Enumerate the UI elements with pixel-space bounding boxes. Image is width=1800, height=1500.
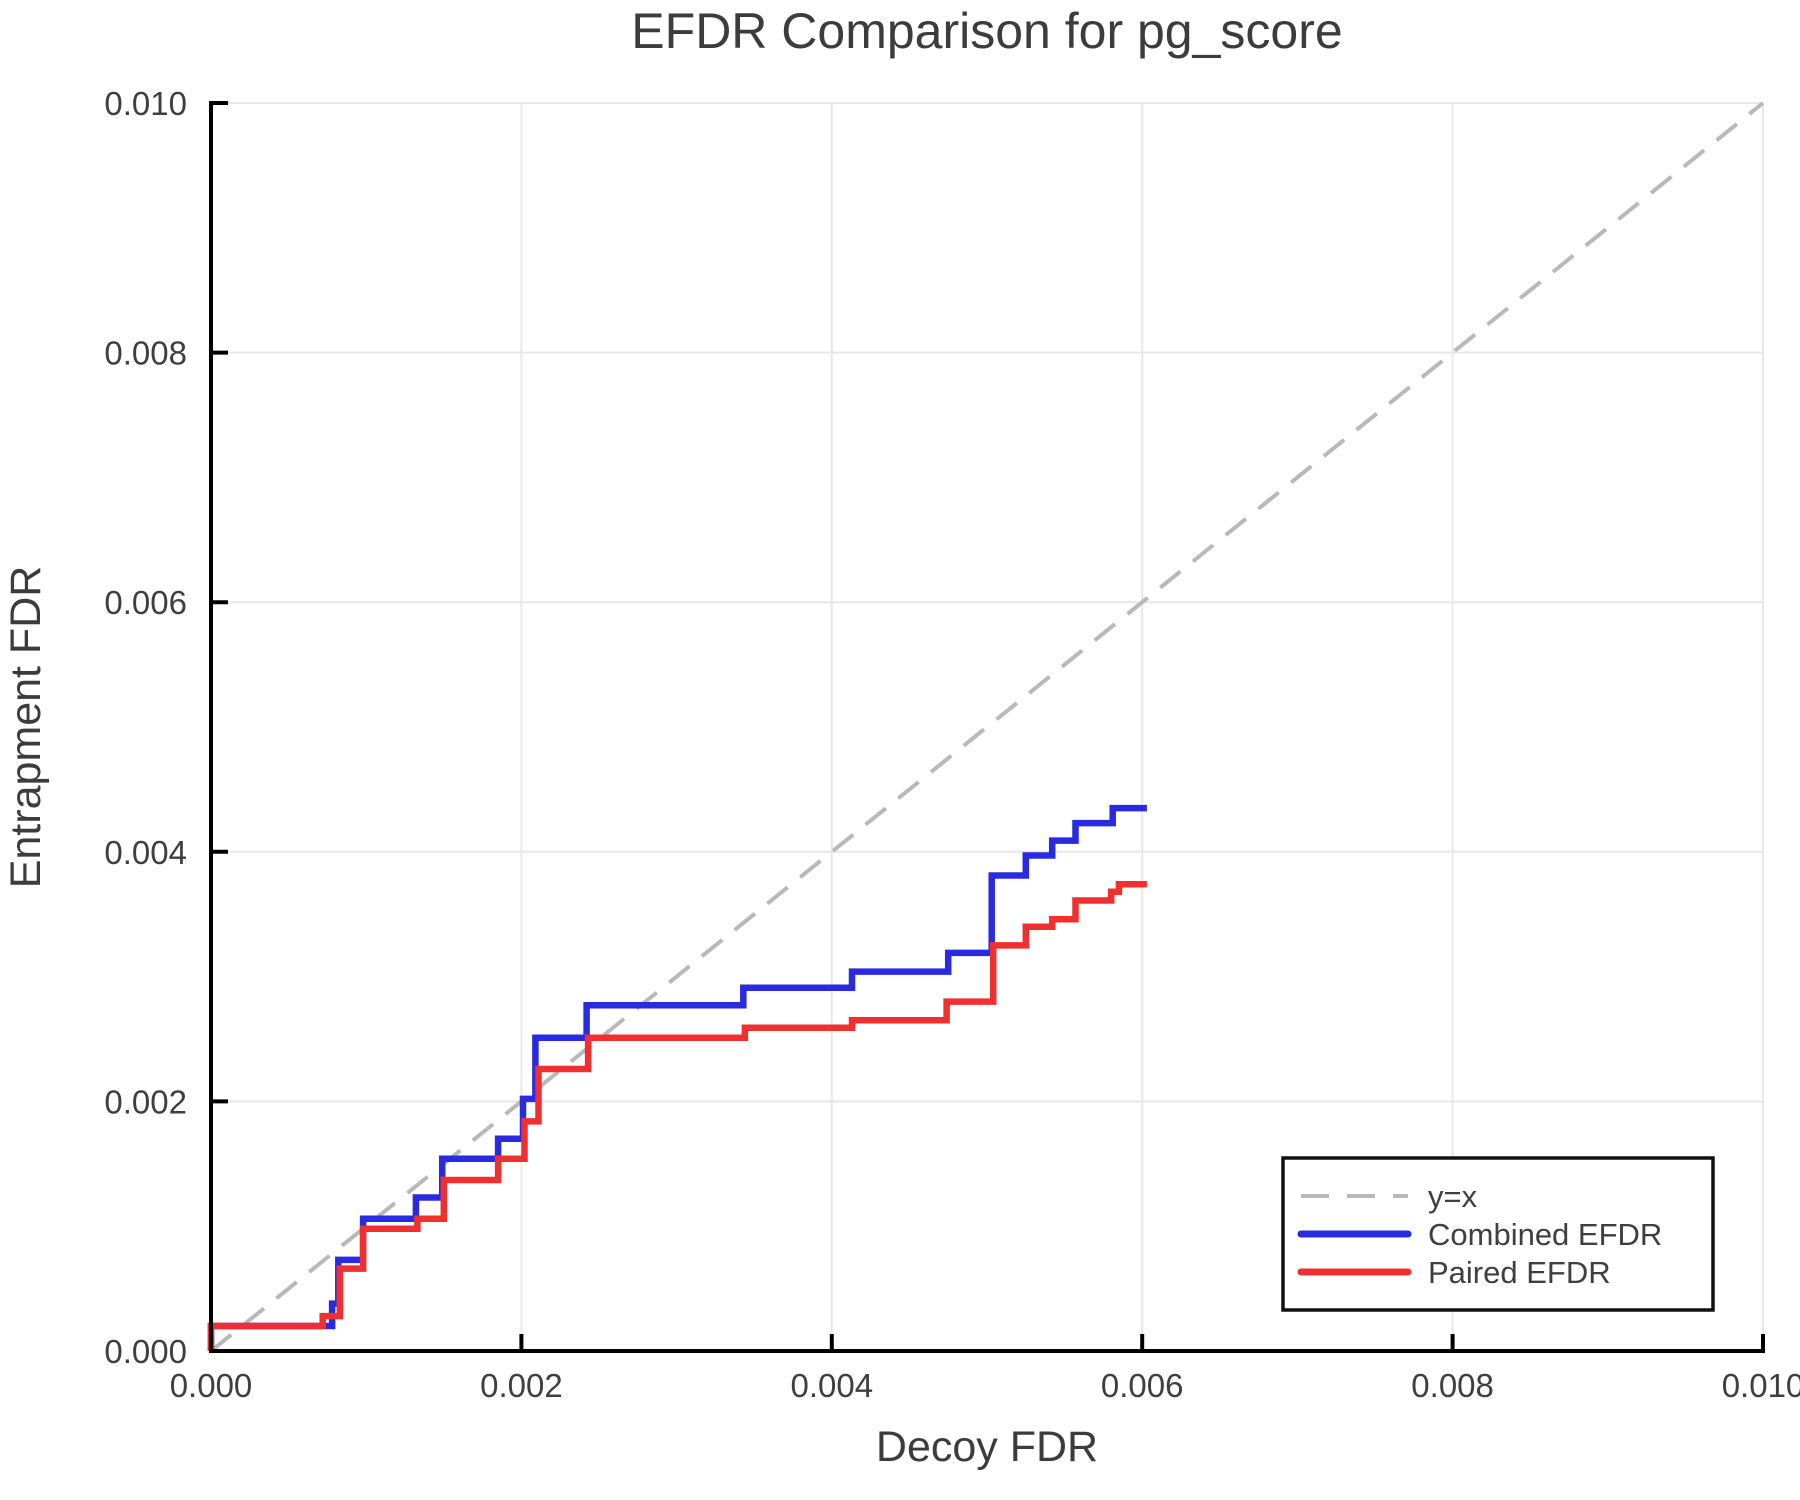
axis-ticks: [209, 101, 1765, 1353]
x-tick-label: 0.004: [791, 1367, 874, 1404]
x-tick-label: 0.006: [1101, 1367, 1184, 1404]
series-line-paired-efdr: [207, 880, 1147, 1351]
x-tick-label: 0.002: [480, 1367, 563, 1404]
y-tick-label: 0.008: [104, 335, 187, 372]
legend-label-combined-efdr: Combined EFDR: [1428, 1217, 1662, 1252]
series-lines: [207, 101, 1765, 1353]
legend-label-yx: y=x: [1428, 1179, 1478, 1214]
y-axis-label: Entrapment FDR: [2, 566, 50, 889]
gridlines: [211, 102, 1764, 1351]
y-tick-label: 0.006: [104, 584, 187, 621]
legend: y=x Combined EFDR Paired EFDR: [1281, 1156, 1715, 1312]
x-tick-label: 0.010: [1722, 1367, 1800, 1404]
y-tick-label: 0.010: [104, 85, 187, 122]
legend-label-paired-efdr: Paired EFDR: [1428, 1255, 1611, 1290]
x-tick-label: 0.000: [170, 1367, 253, 1404]
x-axis-label: Decoy FDR: [876, 1423, 1098, 1471]
chart-title: EFDR Comparison for pg_score: [631, 3, 1342, 59]
y-tick-label: 0.000: [104, 1333, 187, 1370]
y-tick-label: 0.002: [104, 1083, 187, 1120]
series-line-y-x: [209, 101, 1765, 1353]
x-tick-label: 0.008: [1411, 1367, 1494, 1404]
y-tick-label: 0.004: [104, 834, 187, 871]
axis-tick-labels: 0.000 0.002 0.004 0.006 0.008 0.010 0.000 0.002…: [104, 85, 1800, 1404]
axes-spines: [209, 101, 1765, 1353]
